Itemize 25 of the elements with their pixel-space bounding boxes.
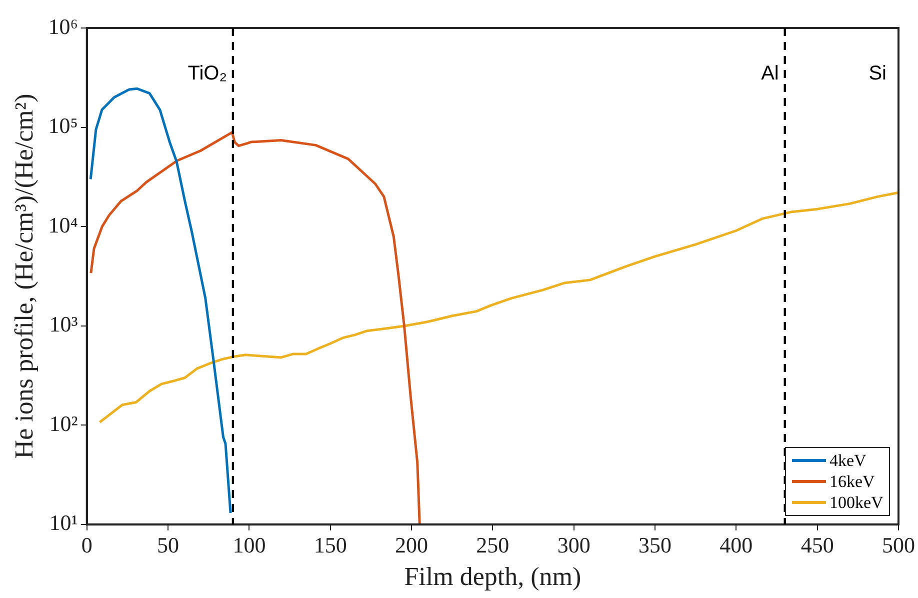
x-tick-label: 400 <box>720 532 753 558</box>
x-tick-label: 50 <box>157 532 180 558</box>
legend-label: 100keV <box>830 492 884 514</box>
x-tick-label: 450 <box>800 532 834 558</box>
legend-label: 16keV <box>830 471 875 492</box>
y-tick-label: 10⁴ <box>48 212 78 238</box>
y-tick-label: 10³ <box>49 312 78 337</box>
x-axis-title: Film depth, (nm) <box>404 562 582 592</box>
legend-label: 4keV <box>830 450 866 472</box>
x-tick-label: 500 <box>882 532 915 558</box>
y-tick-label: 10¹ <box>49 510 78 536</box>
y-axis-title: He ions profile, (He/cm³)/(He/cm²) <box>9 94 38 459</box>
ref-line-label: Al <box>761 62 779 85</box>
x-tick-label: 300 <box>557 532 590 558</box>
x-tick-label: 350 <box>638 532 672 558</box>
x-tick-label: 150 <box>314 532 347 558</box>
ref-line-label: TiO₂ <box>188 62 227 85</box>
y-tick-label: 10⁵ <box>48 113 78 138</box>
x-tick-label: 100 <box>232 532 266 558</box>
x-tick-label: 200 <box>395 532 428 558</box>
x-tick-label: 250 <box>476 532 510 558</box>
x-tick-label: 0 <box>81 532 92 558</box>
y-tick-label: 10⁶ <box>48 14 78 39</box>
annotation: Si <box>868 62 886 85</box>
y-tick-label: 10² <box>49 410 78 436</box>
